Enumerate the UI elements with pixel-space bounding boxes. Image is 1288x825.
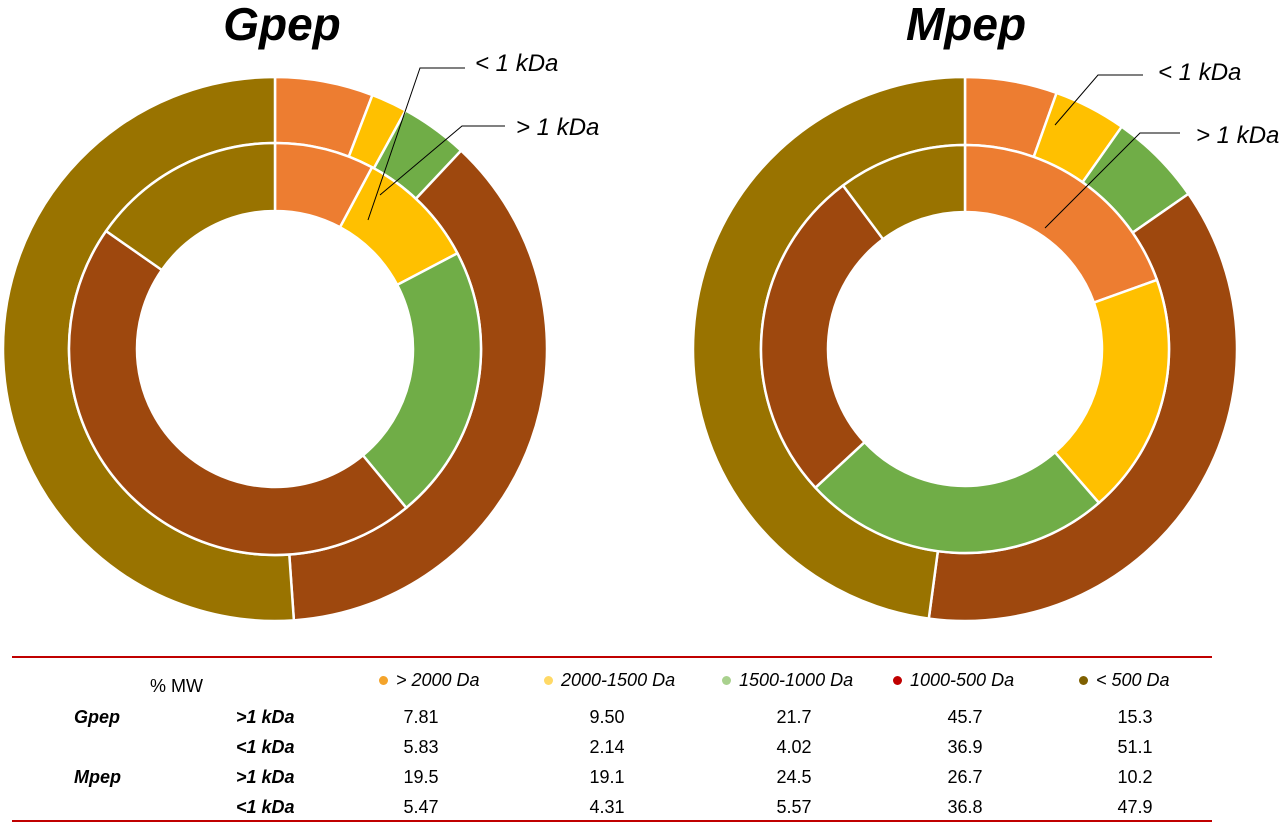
mpep-outer-ring-label: < 1 kDa bbox=[1158, 59, 1241, 86]
table-cell: 5.83 bbox=[403, 737, 439, 757]
table-cell: 51.1 bbox=[1117, 737, 1153, 757]
mpep-outer-leader-line bbox=[1054, 74, 1143, 126]
table-cell: 21.7 bbox=[776, 707, 812, 727]
table-cell: 7.81 bbox=[403, 707, 439, 727]
gpep-inner-slice-4 bbox=[104, 141, 277, 272]
table-row-sub-label: <1 kDa bbox=[236, 797, 295, 817]
gpep-inner-ring-label: > 1 kDa bbox=[516, 114, 599, 141]
table-cell: 10.2 bbox=[1117, 767, 1153, 787]
table-cell: 5.57 bbox=[776, 797, 812, 817]
mpep-inner-ring bbox=[759, 143, 1171, 555]
mpep-outer-ring bbox=[691, 75, 1239, 623]
gpep-outer-ring-label: < 1 kDa bbox=[475, 50, 558, 77]
gpep-inner-ring bbox=[67, 141, 483, 557]
legend-item-1500-1000: 1500-1000 Da bbox=[722, 670, 853, 691]
table-row-sub-label: <1 kDa bbox=[236, 737, 295, 757]
table-bottom-rule bbox=[12, 820, 1212, 822]
table-cell: 4.02 bbox=[776, 737, 812, 757]
legend-label: 1000-500 Da bbox=[910, 670, 1015, 690]
chart-gpep: Gpep < 1 kDa > 1 kDa bbox=[1, 0, 599, 623]
mpep-inner-leader-line bbox=[1044, 132, 1180, 229]
table-cell: 36.9 bbox=[947, 737, 983, 757]
table-row-sub-label: >1 kDa bbox=[236, 767, 295, 787]
donut-charts: Gpep < 1 kDa > 1 kDa Mpep < 1 kDa > 1 kD… bbox=[1, 0, 1279, 623]
chart-mpep: Mpep < 1 kDa > 1 kDa bbox=[691, 0, 1279, 623]
legend-item-1000-500: 1000-500 Da bbox=[893, 670, 1014, 691]
mpep-inner-slice-4 bbox=[841, 143, 967, 241]
legend-label: > 2000 Da bbox=[396, 670, 480, 690]
table-top-rule bbox=[12, 656, 1212, 658]
legend-dot bbox=[722, 676, 731, 685]
table-corner-label: % MW bbox=[150, 676, 203, 696]
legend-dot bbox=[1079, 676, 1088, 685]
mw-table: % MW > 2000 Da 2000-1500 Da 1500-1000 Da… bbox=[12, 656, 1212, 822]
table-cell: 15.3 bbox=[1117, 707, 1153, 727]
legend-dot bbox=[544, 676, 553, 685]
table-row-group-label: Gpep bbox=[74, 707, 121, 727]
table-cell: 9.50 bbox=[589, 707, 625, 727]
table-cell: 19.1 bbox=[589, 767, 625, 787]
legend-dot bbox=[379, 676, 388, 685]
table-cell: 4.31 bbox=[589, 797, 625, 817]
gpep-inner-slice-3 bbox=[67, 229, 409, 557]
table-cell: 45.7 bbox=[947, 707, 983, 727]
table-row-sub-label: >1 kDa bbox=[236, 707, 295, 727]
table-cell: 47.9 bbox=[1117, 797, 1153, 817]
table-cell: 24.5 bbox=[776, 767, 812, 787]
legend-label: 1500-1000 Da bbox=[739, 670, 854, 690]
legend-dot bbox=[893, 676, 902, 685]
table-cell: 2.14 bbox=[589, 737, 625, 757]
table-row-group-label: Mpep bbox=[74, 767, 121, 787]
table-cell: 19.5 bbox=[403, 767, 439, 787]
gpep-inner-leader-line bbox=[379, 125, 505, 196]
legend-label: 2000-1500 Da bbox=[561, 670, 676, 690]
legend-item-2000-1500: 2000-1500 Da bbox=[544, 670, 675, 691]
legend-item-lt500: < 500 Da bbox=[1079, 670, 1170, 691]
table-cell: 36.8 bbox=[947, 797, 983, 817]
mpep-inner-slice-2 bbox=[813, 440, 1101, 555]
mpep-inner-slice-3 bbox=[759, 183, 885, 490]
chart-title-mpep: Mpep bbox=[906, 0, 1026, 50]
table-cell: 26.7 bbox=[947, 767, 983, 787]
mpep-inner-ring-label: > 1 kDa bbox=[1196, 122, 1279, 149]
legend-item-gt2000: > 2000 Da bbox=[379, 670, 480, 691]
chart-title-gpep: Gpep bbox=[223, 0, 341, 50]
table-cell: 5.47 bbox=[403, 797, 439, 817]
gpep-outer-leader-line bbox=[367, 67, 465, 221]
legend-label: < 500 Da bbox=[1096, 670, 1170, 690]
